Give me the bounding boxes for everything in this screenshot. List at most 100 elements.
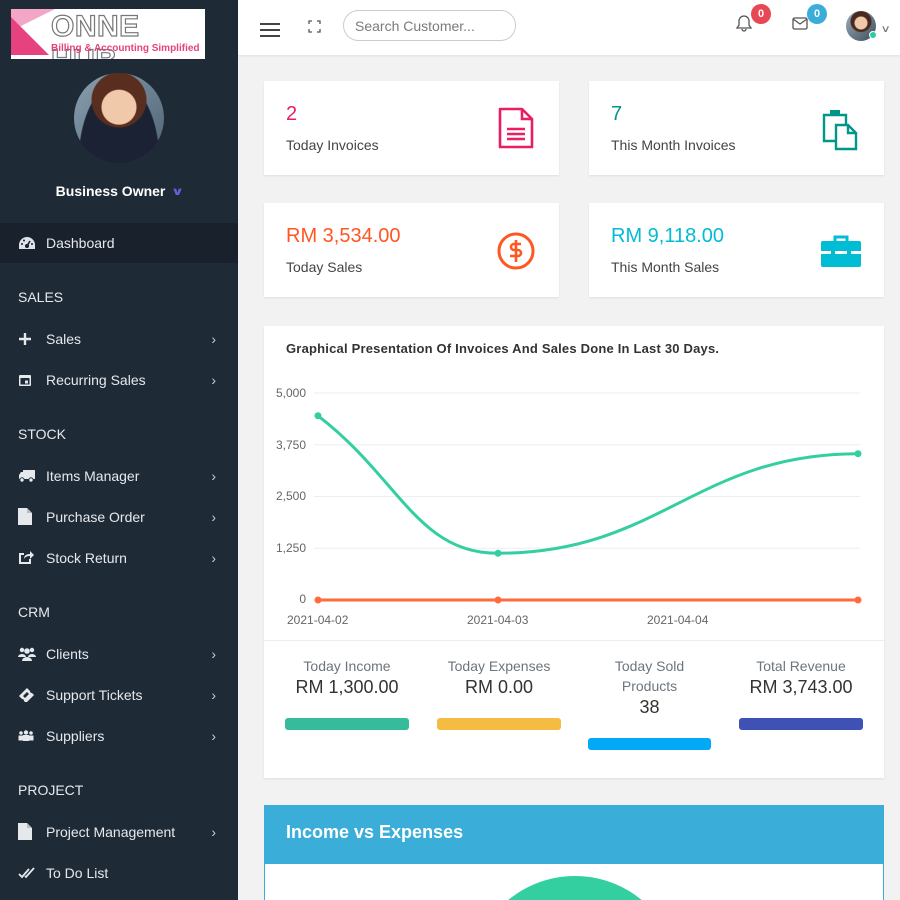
stat-label: Today Sales bbox=[286, 259, 363, 275]
stat-card-month-sales[interactable]: RM 9,118.00 This Month Sales bbox=[589, 203, 884, 297]
data-point[interactable] bbox=[494, 596, 502, 604]
user-avatar-button[interactable] bbox=[846, 11, 877, 41]
invoice-icon bbox=[495, 105, 537, 151]
stat-value: RM 9,118.00 bbox=[611, 225, 725, 247]
messages-button[interactable]: 0 bbox=[791, 4, 827, 34]
section-crm: CRM bbox=[18, 604, 50, 620]
sidebar-item-label: Items Manager bbox=[46, 467, 140, 484]
menu-toggle-icon[interactable] bbox=[260, 23, 280, 38]
x-tick: 2021-04-04 bbox=[647, 613, 709, 627]
chevron-down-icon: ∨ bbox=[171, 185, 185, 198]
summary-label: Today Income bbox=[303, 658, 391, 674]
user-role: Business Owner bbox=[55, 183, 166, 199]
chevron-right-icon: › bbox=[211, 330, 216, 347]
summary-label: Total Revenue bbox=[756, 658, 846, 674]
sidebar-item-to-do-list[interactable]: To Do List bbox=[0, 852, 238, 893]
sidebar-item-dashboard[interactable]: Dashboard bbox=[0, 223, 238, 263]
sales-chart-card: Graphical Presentation Of Invoices And S… bbox=[264, 326, 884, 778]
x-tick: 2021-04-03 bbox=[467, 613, 529, 627]
notifications-button[interactable]: 0 bbox=[735, 4, 771, 34]
chevron-right-icon: › bbox=[211, 645, 216, 662]
double-check-icon bbox=[18, 866, 46, 879]
section-sales: SALES bbox=[18, 289, 64, 305]
y-tick: 1,250 bbox=[275, 541, 306, 555]
line-chart[interactable] bbox=[264, 326, 884, 626]
panel-title: Income vs Expenses bbox=[265, 806, 883, 864]
fullscreen-icon[interactable] bbox=[308, 20, 321, 33]
sidebar-item-purchase-order[interactable]: Purchase Order › bbox=[0, 496, 238, 537]
y-tick: 5,000 bbox=[275, 386, 306, 400]
chevron-right-icon: › bbox=[211, 371, 216, 388]
sold-products-progress-bar bbox=[588, 738, 711, 750]
brand-tagline: Billing & Accounting Simplified bbox=[51, 43, 200, 54]
notifications-badge: 0 bbox=[751, 4, 771, 24]
stat-card-month-invoices[interactable]: 7 This Month Invoices bbox=[589, 81, 884, 175]
file-icon bbox=[18, 823, 46, 840]
sidebar-item-label: Stock Return bbox=[46, 549, 127, 566]
summary-value: RM 3,743.00 bbox=[749, 677, 853, 697]
expenses-progress-bar bbox=[437, 718, 561, 730]
sidebar-item-label: To Do List bbox=[46, 864, 109, 881]
plus-icon bbox=[18, 332, 46, 346]
share-square-icon bbox=[18, 550, 46, 565]
brand-name: ONNE HUB bbox=[50, 9, 140, 59]
data-point[interactable] bbox=[854, 450, 862, 458]
truck-icon bbox=[18, 469, 46, 483]
series-line bbox=[317, 414, 859, 555]
chevron-down-icon[interactable]: ∨ bbox=[880, 24, 891, 35]
sidebar-profile: Business Owner ∨ bbox=[0, 73, 238, 201]
sidebar-item-project-management[interactable]: Project Management › bbox=[0, 811, 238, 852]
income-vs-expenses-panel: Income vs Expenses bbox=[264, 805, 884, 900]
data-point[interactable] bbox=[314, 596, 322, 604]
summary-today-sold-products: Today Sold Products 38 bbox=[588, 656, 711, 750]
revenue-progress-bar bbox=[739, 718, 863, 730]
sidebar-item-label: Suppliers bbox=[46, 727, 105, 744]
data-point[interactable] bbox=[494, 549, 502, 557]
divider bbox=[264, 640, 884, 641]
sidebar-item-clients[interactable]: Clients › bbox=[0, 633, 238, 674]
sidebar-item-label: Project Management bbox=[46, 823, 176, 840]
user-role-dropdown[interactable]: Business Owner ∨ bbox=[55, 183, 185, 199]
sidebar-item-label: Dashboard bbox=[46, 235, 115, 251]
summary-total-revenue: Total Revenue RM 3,743.00 bbox=[739, 656, 863, 730]
chart-title: Graphical Presentation Of Invoices And S… bbox=[286, 341, 720, 356]
users-icon bbox=[18, 647, 46, 661]
y-tick: 3,750 bbox=[275, 438, 306, 452]
stat-label: Today Invoices bbox=[286, 137, 379, 153]
y-tick: 2,500 bbox=[275, 489, 306, 503]
briefcase-icon bbox=[820, 227, 862, 273]
sidebar-item-items-manager[interactable]: Items Manager › bbox=[0, 455, 238, 496]
stat-label: This Month Sales bbox=[611, 259, 720, 275]
profile-avatar bbox=[74, 73, 164, 163]
income-expenses-pie-chart[interactable] bbox=[470, 876, 680, 900]
chevron-right-icon: › bbox=[211, 727, 216, 744]
data-point[interactable] bbox=[314, 412, 322, 420]
chevron-right-icon: › bbox=[211, 823, 216, 840]
stat-value: RM 3,534.00 bbox=[286, 225, 401, 247]
data-point[interactable] bbox=[854, 596, 862, 604]
search-customer-input[interactable] bbox=[343, 10, 516, 41]
brand-logo[interactable]: ONNE HUB Billing & Accounting Simplified bbox=[11, 9, 205, 59]
summary-today-expenses: Today Expenses RM 0.00 bbox=[437, 656, 561, 730]
sidebar-item-recurring-sales[interactable]: Recurring Sales › bbox=[0, 359, 238, 400]
summary-label: Today Sold Products bbox=[614, 658, 685, 694]
chevron-right-icon: › bbox=[211, 686, 216, 703]
sidebar-item-sales[interactable]: Sales › bbox=[0, 318, 238, 359]
calendar-icon bbox=[18, 373, 46, 387]
stat-card-today-invoices[interactable]: 2 Today Invoices bbox=[264, 81, 559, 175]
summary-value: RM 0.00 bbox=[464, 677, 534, 697]
sidebar-item-stock-return[interactable]: Stock Return › bbox=[0, 537, 238, 578]
sidebar-item-label: Clients bbox=[46, 645, 89, 662]
ticket-icon bbox=[18, 687, 46, 702]
sidebar-item-label: Support Tickets bbox=[46, 686, 143, 703]
stat-card-today-sales[interactable]: RM 3,534.00 Today Sales bbox=[264, 203, 559, 297]
chevron-right-icon: › bbox=[211, 508, 216, 525]
sidebar-item-suppliers[interactable]: Suppliers › bbox=[0, 715, 238, 756]
summary-value: RM 1,300.00 bbox=[295, 677, 399, 697]
chevron-right-icon: › bbox=[211, 467, 216, 484]
bell-icon bbox=[735, 15, 753, 32]
sidebar-item-support-tickets[interactable]: Support Tickets › bbox=[0, 674, 238, 715]
sidebar-item-label: Purchase Order bbox=[46, 508, 145, 525]
stat-label: This Month Invoices bbox=[611, 137, 736, 153]
sidebar: ONNE HUB Billing & Accounting Simplified… bbox=[0, 0, 238, 900]
